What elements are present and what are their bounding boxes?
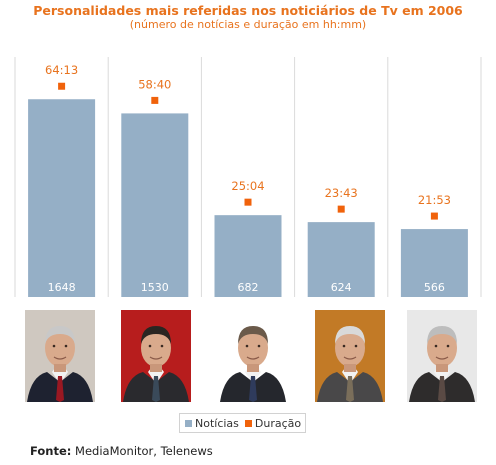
portrait-2-icon: [121, 310, 191, 402]
legend-item-duracao: Duração: [244, 416, 302, 430]
duration-marker: [337, 205, 345, 213]
duration-marker: [430, 212, 438, 220]
bar-noticias: [307, 222, 375, 297]
legend-swatch-bar: [185, 419, 192, 427]
duration-marker: [244, 198, 252, 206]
source-text: MediaMonitor, Telenews: [75, 444, 213, 458]
bar-value-label: 566: [424, 281, 445, 294]
duration-label: 58:40: [138, 77, 171, 91]
legend-swatch-marker: [244, 419, 252, 427]
portrait-5-icon: [407, 310, 477, 402]
duration-marker: [58, 82, 66, 90]
bar-value-label: 1648: [48, 281, 76, 294]
bar-noticias: [121, 113, 189, 298]
portrait-3-icon: [218, 310, 288, 402]
portrait-1-icon: [25, 310, 95, 402]
bar-value-label: 624: [331, 281, 352, 294]
chart-title: Personalidades mais referidas nos notici…: [33, 3, 463, 18]
duration-label: 23:43: [325, 186, 358, 200]
legend-label-duracao: Duração: [254, 416, 302, 430]
portrait-4-icon: [315, 310, 385, 402]
legend-label-noticias: Notícias: [195, 416, 239, 430]
bar-value-label: 682: [238, 281, 259, 294]
source-line: Fonte: MediaMonitor, Telenews: [30, 444, 213, 458]
legend-item-noticias: Notícias: [185, 417, 239, 430]
bar-noticias: [214, 215, 282, 297]
duration-label: 21:53: [418, 193, 451, 207]
duration-label: 64:13: [45, 63, 78, 77]
bar-noticias: [28, 99, 96, 298]
source-label: Fonte:: [30, 444, 72, 458]
duration-label: 25:04: [231, 179, 264, 193]
chart-subtitle: (número de notícias e duração em hh:mm): [129, 18, 367, 31]
bar-value-label: 1530: [141, 281, 169, 294]
bar-noticias: [400, 229, 468, 297]
bar-chart: 1648 64:13 1530 58:40 682 25:04 624 23:43 566 21:…: [14, 57, 482, 298]
chart-legend: Notícias Duração: [179, 413, 306, 433]
duration-marker: [151, 96, 159, 104]
